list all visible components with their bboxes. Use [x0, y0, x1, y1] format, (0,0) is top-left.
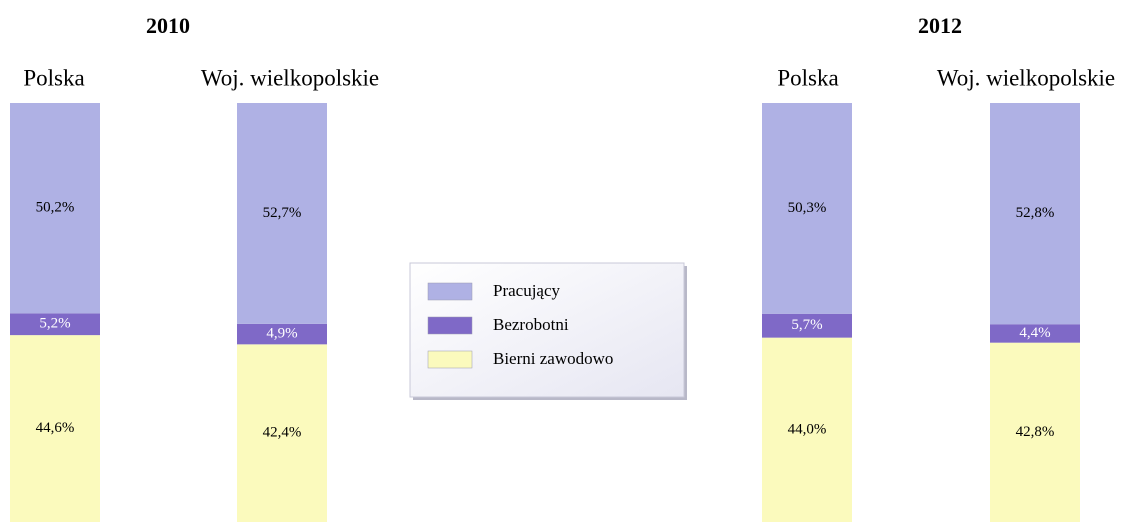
- value-label: 50,3%: [788, 200, 827, 216]
- category-label: Polska: [777, 65, 838, 90]
- value-label: 44,0%: [788, 421, 827, 437]
- bar-segment: [762, 313, 852, 338]
- value-label: 5,7%: [791, 317, 822, 333]
- category-label: Woj. wielkopolskie: [201, 65, 379, 90]
- legend-label: Bierni zawodowo: [493, 349, 613, 368]
- bar-segment: [990, 103, 1080, 325]
- group-title: 2012: [918, 13, 962, 38]
- bar-segment: [237, 344, 327, 522]
- value-label: 4,9%: [266, 326, 297, 342]
- legend-swatch: [427, 316, 473, 335]
- bar-segment: [762, 103, 852, 314]
- bar-segment: [990, 342, 1080, 522]
- category-label: Woj. wielkopolskie: [937, 65, 1115, 90]
- value-label: 52,7%: [263, 205, 302, 221]
- value-label: 42,4%: [263, 425, 302, 441]
- bar-segment: [237, 103, 327, 324]
- value-label: 5,2%: [39, 316, 70, 332]
- bar-segment: [762, 337, 852, 522]
- bar-segment: [10, 313, 100, 336]
- bar-segment: [990, 324, 1080, 343]
- group-title: 2010: [146, 13, 190, 38]
- bar-segment: [237, 323, 327, 345]
- legend-swatch: [427, 350, 473, 369]
- legend-swatch: [427, 282, 473, 301]
- legend-label: Bezrobotni: [493, 315, 569, 334]
- category-label: Polska: [23, 65, 84, 90]
- bar-segment: [10, 335, 100, 522]
- value-label: 44,6%: [36, 420, 75, 436]
- bar-segment: [10, 103, 100, 314]
- value-label: 50,2%: [36, 200, 75, 216]
- legend-label: Pracujący: [493, 281, 561, 300]
- value-label: 42,8%: [1016, 424, 1055, 440]
- value-label: 52,8%: [1016, 205, 1055, 221]
- legend: Pracujący Bezrobotni Bierni zawodowo: [409, 262, 687, 400]
- value-label: 4,4%: [1019, 325, 1050, 341]
